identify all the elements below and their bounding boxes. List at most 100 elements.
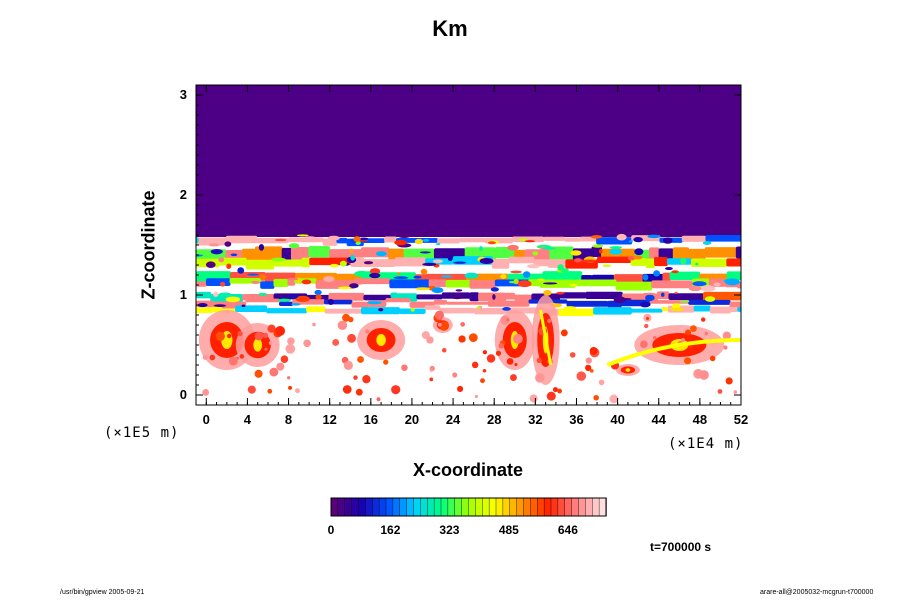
band-2-segment [533,259,549,267]
mid-patch [665,267,673,271]
mid-patch [704,296,716,302]
band-1-segment [290,246,310,261]
colorbar-segment [523,497,532,517]
band-4-segment [651,280,694,289]
surface-speckle [239,354,245,359]
surface-speckle [683,357,692,365]
surface-speckle [285,343,296,354]
surface-speckle [376,397,381,402]
band-5-segment [390,292,398,298]
band-7-segment [730,306,739,312]
mid-patch [628,240,633,243]
mid-patch [432,259,443,264]
band-0-segment [564,237,581,242]
mid-patch [353,236,361,243]
colorbar-segment [344,497,353,517]
mid-patch [574,258,582,263]
surface-speckle [348,316,354,323]
colorbar-segment [475,497,483,517]
mid-patch [455,289,463,292]
surface-speckle [723,345,728,350]
mid-patch [492,294,496,300]
surface-speckle [557,388,562,394]
mid-patch [440,275,452,278]
colorbar-segment [351,497,360,517]
colorbar-segment [399,497,408,517]
band-5-segment [505,292,516,300]
colorbar-segment [447,497,456,517]
mid-patch [592,244,604,248]
band-4-segment [615,281,653,291]
footer-right: arare-all@2005032-mcgrun-t700000 [760,589,874,596]
surface-speckle [589,346,598,355]
mid-patch [447,256,453,262]
band-6-segment [351,301,369,308]
mid-patch [237,267,245,274]
surface-speckle [295,388,300,394]
mid-patch [286,277,299,281]
mid-patch [420,268,428,275]
mid-patch [397,272,401,275]
mid-patch [510,270,522,274]
band-3-segment [669,271,701,280]
mid-patch [609,248,622,255]
colorbar-segment [516,497,525,517]
surface-speckle [468,333,478,343]
surface-speckle [365,329,370,334]
mid-patch [295,295,310,303]
mid-patch [350,254,356,261]
mid-patch [724,278,740,286]
surface-speckle [460,322,466,327]
x-tick-label: 48 [692,412,708,427]
colorbar-segment [358,497,367,517]
mid-patch [415,287,431,291]
mid-patch [508,280,518,284]
mid-patch [490,287,499,292]
colorbar-segment [571,497,580,517]
band-2-segment [666,258,692,265]
mid-patch [414,238,424,245]
mid-patch [653,270,661,277]
band-1-segment [308,246,331,258]
band-2-segment [491,258,510,269]
mid-patch [476,306,481,309]
mid-patch [314,289,322,295]
band-7-segment [693,305,711,312]
surface-speckle [709,355,716,362]
colorbar-tick-label: 0 [327,523,335,537]
mid-patch [394,239,407,246]
band-7-segment [474,307,505,315]
mid-patch [197,303,208,308]
surface-speckle [676,325,680,329]
band-5-segment [668,293,705,300]
surface-speckle [670,360,675,365]
mid-patch [224,241,232,247]
x-tick-label: 12 [322,412,337,427]
mid-patch [453,261,467,264]
mid-patch [220,281,226,287]
band-2-segment [690,258,728,268]
mid-patch [258,292,268,296]
surface-speckle [689,345,693,349]
surface-speckle [514,362,518,367]
mid-patch [702,241,712,245]
surface-speckle [704,331,708,336]
surface-speckle [342,313,351,322]
band-7-segment [630,308,663,313]
mid-patch [329,263,339,268]
band-6-segment [487,300,530,307]
band-1-segment [672,247,690,261]
surface-speckle [342,385,352,394]
band-2-segment [218,257,247,266]
band-0-segment [287,237,324,243]
band-7-segment [439,307,476,314]
mid-patch [431,287,444,294]
band-4-segment [273,278,289,288]
surface-speckle [512,333,523,344]
mid-patch [337,286,352,290]
band-4-segment [260,281,275,289]
mid-patch [662,237,673,244]
band-1-segment [549,246,574,261]
surface-speckle [267,388,273,394]
band-2-segment [726,258,741,267]
